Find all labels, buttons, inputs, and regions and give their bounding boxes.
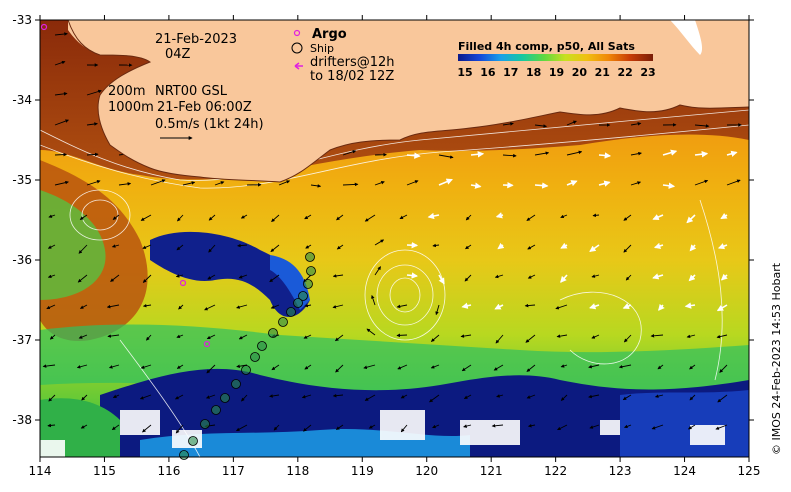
argo-float (179, 279, 187, 287)
depth-1000: 1000m (108, 100, 154, 115)
drifter-legend-label: drifters@12h (310, 55, 395, 70)
y-tick-label: -33 (12, 13, 32, 27)
argo-float (203, 340, 211, 348)
ship-position (306, 266, 316, 276)
x-tick-label: 121 (480, 464, 503, 478)
x-tick-label: 122 (544, 464, 567, 478)
x-tick-label: 124 (673, 464, 696, 478)
x-tick-label: 116 (157, 464, 180, 478)
ship-position (303, 279, 313, 289)
ship-position (241, 365, 251, 375)
colorbar-tick-label: 16 (480, 66, 496, 79)
y-tick-label: -37 (12, 333, 32, 347)
colorbar-tick-label: 18 (526, 66, 541, 79)
depth-200: 200m (108, 84, 145, 99)
argo-legend-icon (293, 29, 301, 37)
colorbar-tick-label: 20 (572, 66, 588, 79)
cloud-patch (670, 20, 703, 55)
colorbar-ticks: 15 16 17 18 19 20 21 22 23 (457, 66, 655, 79)
x-tick-label: 125 (738, 464, 761, 478)
ship-legend-label: Ship (310, 42, 334, 55)
map-time: 04Z (165, 47, 191, 62)
colorbar-tick-label: 22 (617, 66, 632, 79)
ship-position (278, 317, 288, 327)
y-axis: -33 -34 -35 -36 -37 -38 (12, 13, 754, 427)
ship-position (188, 436, 198, 446)
ship-legend-icon (291, 42, 303, 54)
x-tick-label: 117 (222, 464, 245, 478)
scale-label: 0.5m/s (1kt 24h) (155, 117, 264, 132)
plot-frame (39, 19, 750, 458)
drifter-legend-range: to 18/02 12Z (310, 69, 394, 84)
ship-position (200, 419, 210, 429)
colorbar-tick-label: 21 (595, 66, 610, 79)
ship-track (179, 252, 316, 460)
colorbar (458, 54, 653, 61)
x-tick-label: 114 (29, 464, 52, 478)
x-axis: 114 115 116 117 118 119 120 121 122 123 124 125 (29, 15, 761, 478)
argo-legend-label: Argo (312, 27, 347, 42)
ship-position (211, 405, 221, 415)
ship-position (286, 307, 296, 317)
ship-position (298, 291, 308, 301)
colorbar-tick-label: 15 (457, 66, 472, 79)
y-tick-label: -36 (12, 253, 32, 267)
ship-position (305, 252, 315, 262)
ship-position (293, 298, 303, 308)
product-time: 21-Feb 06:00Z (157, 100, 252, 115)
ship-position (220, 393, 230, 403)
ship-position (250, 352, 260, 362)
colorbar-tick-label: 19 (549, 66, 564, 79)
y-tick-label: -35 (12, 173, 32, 187)
x-tick-label: 119 (351, 464, 374, 478)
colorbar-tick-label: 17 (503, 66, 518, 79)
ship-position (231, 379, 241, 389)
colorbar-title: Filled 4h comp, p50, All Sats (458, 40, 635, 53)
ship-position (268, 328, 278, 338)
coastline (67, 19, 750, 183)
argo-float (40, 23, 48, 31)
credit: © IMOS 24-Feb-2023 14:53 Hobart (770, 262, 783, 455)
x-tick-label: 123 (609, 464, 632, 478)
y-tick-label: -38 (12, 413, 32, 427)
ship-position (257, 341, 267, 351)
y-tick-label: -34 (12, 93, 32, 107)
x-tick-label: 120 (415, 464, 438, 478)
map-date: 21-Feb-2023 (155, 32, 237, 47)
x-tick-label: 118 (286, 464, 309, 478)
product-name: NRT00 GSL (155, 84, 228, 99)
x-tick-label: 115 (93, 464, 116, 478)
colorbar-tick-label: 23 (640, 66, 655, 79)
ship-position (179, 450, 189, 460)
